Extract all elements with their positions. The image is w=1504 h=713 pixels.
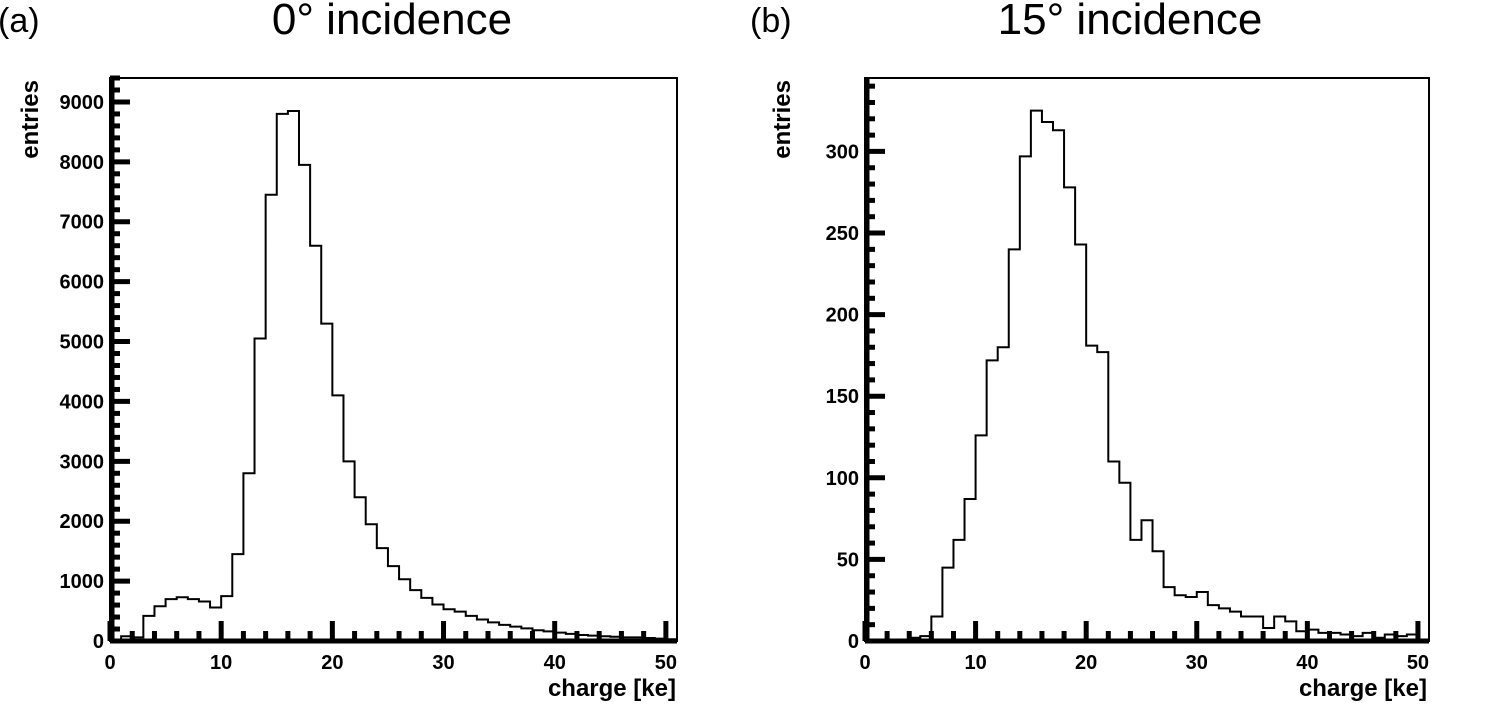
panel-a-y-tick-label: 4000	[60, 391, 105, 413]
panel-b-x-tick-label: 0	[859, 652, 870, 674]
panel-a-x-tick-label: 0	[104, 652, 115, 674]
panel-a-y-tick-label: 3000	[60, 451, 105, 473]
panel-a-y-tick-label: 6000	[60, 272, 105, 294]
panel-a-y-tick-label: 0	[93, 631, 104, 653]
panel-b-y-tick-label: 50	[837, 549, 859, 571]
panel-a-y-tick-label: 9000	[60, 92, 105, 114]
panel-a-y-axis-title: entries	[17, 80, 44, 159]
panel-b-y-tick-label: 150	[826, 386, 859, 408]
panel-a-x-tick-label: 50	[655, 652, 677, 674]
panel-a-label: (a)	[0, 2, 40, 40]
panel-a-x-tick-label: 30	[432, 652, 454, 674]
panel-a-y-tick-label: 8000	[60, 152, 105, 174]
panel-a-plot-frame	[109, 77, 678, 642]
panel-a-y-tick-label: 2000	[60, 511, 105, 533]
panel-a-y-tick-label: 7000	[60, 212, 105, 234]
panel-a-x-axis-title: charge [ke]	[548, 675, 676, 702]
panel-b-y-tick-label: 0	[848, 631, 859, 653]
panel-b-y-tick-label: 200	[826, 305, 859, 327]
panel-b-x-tick-label: 50	[1407, 652, 1429, 674]
panel-b-y-tick-label: 100	[826, 468, 859, 490]
panel-a-title: 0° incidence	[272, 0, 512, 44]
panel-b-x-tick-label: 20	[1075, 652, 1097, 674]
panel-b-title: 15° incidence	[998, 0, 1263, 44]
panel-b-x-ticks: 0 10 20 30 40 50	[859, 621, 1429, 674]
panel-a-x-ticks: 0 10 20 30 40 50	[104, 621, 677, 674]
panel-a: (a) 0° incidence 0 1000 2000 3000 4000 5000 60…	[0, 0, 678, 702]
panel-a-y-ticks: 0 1000 2000 3000 4000 5000 6000 7000 8000 9000	[60, 75, 130, 653]
panel-b-x-axis-title: charge [ke]	[1299, 675, 1427, 702]
panel-b-plot-frame	[864, 77, 1430, 642]
panel-a-x-tick-label: 20	[321, 652, 343, 674]
panel-a-x-tick-label: 40	[544, 652, 566, 674]
panel-a-y-tick-label: 1000	[60, 571, 105, 593]
panel-b-y-ticks: 0 50 100 150 200 250 300	[826, 83, 885, 653]
panel-a-histogram-line	[110, 109, 678, 642]
panel-b-y-tick-label: 250	[826, 223, 859, 245]
panel-b: (b) 15° incidence 0 50 100 150 200 250 300 0 10…	[750, 0, 1430, 702]
panel-b-y-tick-label: 300	[826, 141, 859, 163]
panel-b-label: (b)	[750, 2, 792, 40]
panel-a-y-tick-label: 5000	[60, 332, 105, 354]
panel-b-x-tick-label: 30	[1186, 652, 1208, 674]
panel-b-histogram-line	[865, 109, 1429, 642]
panel-a-x-tick-label: 10	[210, 652, 232, 674]
panel-b-x-tick-label: 10	[964, 652, 986, 674]
panel-b-x-tick-label: 40	[1296, 652, 1318, 674]
panel-b-y-axis-title: entries	[769, 80, 796, 159]
